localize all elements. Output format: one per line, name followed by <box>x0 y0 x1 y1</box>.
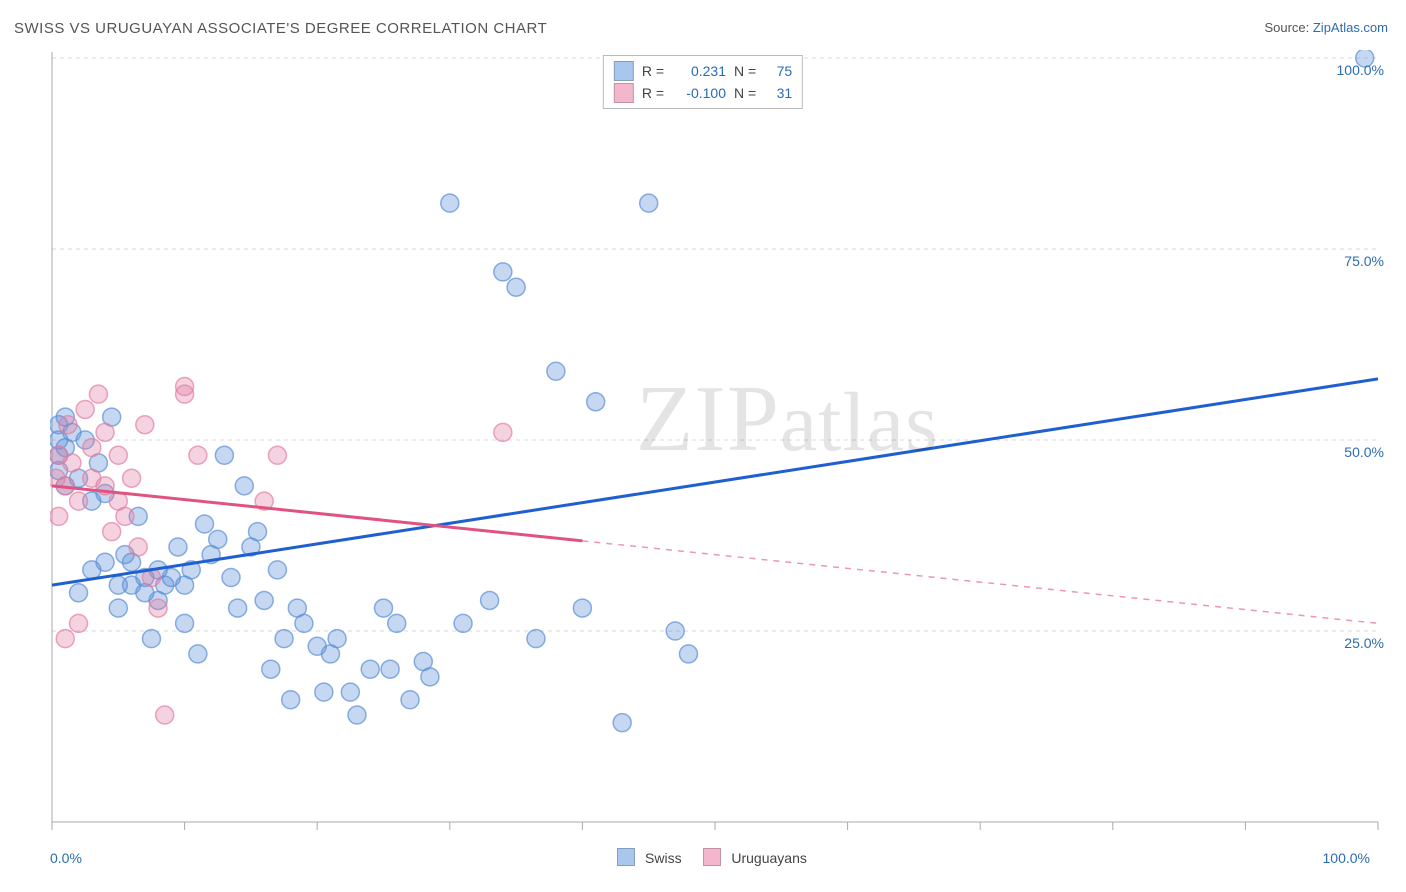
legend-n-label: N = <box>734 63 756 79</box>
legend-correlation-row: R = -0.100 N = 31 <box>614 82 792 104</box>
source-link[interactable]: ZipAtlas.com <box>1313 20 1388 35</box>
legend-r-value: 0.231 <box>672 63 726 79</box>
y-tick-label: 25.0% <box>1344 635 1384 651</box>
source-prefix: Source: <box>1264 20 1312 35</box>
legend-r-label: R = <box>642 85 664 101</box>
page-title: SWISS VS URUGUAYAN ASSOCIATE'S DEGREE CO… <box>14 20 547 37</box>
scatter-plot-svg <box>50 50 1380 840</box>
legend-swatch-icon <box>703 848 721 866</box>
legend-series: Swiss Uruguayans <box>0 848 1406 866</box>
legend-n-value: 75 <box>764 63 792 79</box>
legend-series-label: Swiss <box>645 850 682 866</box>
y-tick-label: 75.0% <box>1344 253 1384 269</box>
legend-r-label: R = <box>642 63 664 79</box>
legend-correlation-row: R = 0.231 N = 75 <box>614 60 792 82</box>
legend-series-label: Uruguayans <box>731 850 807 866</box>
legend-swatch-icon <box>614 61 634 81</box>
y-tick-label: 100.0% <box>1337 62 1384 78</box>
legend-r-value: -0.100 <box>672 85 726 101</box>
legend-n-value: 31 <box>764 85 792 101</box>
source-attribution: Source: ZipAtlas.com <box>1264 20 1388 35</box>
chart-container: SWISS VS URUGUAYAN ASSOCIATE'S DEGREE CO… <box>0 0 1406 892</box>
legend-swatch-icon <box>617 848 635 866</box>
plot-area <box>50 50 1380 840</box>
legend-correlation: R = 0.231 N = 75 R = -0.100 N = 31 <box>603 55 803 109</box>
legend-swatch-icon <box>614 83 634 103</box>
y-tick-label: 50.0% <box>1344 444 1384 460</box>
legend-n-label: N = <box>734 85 756 101</box>
